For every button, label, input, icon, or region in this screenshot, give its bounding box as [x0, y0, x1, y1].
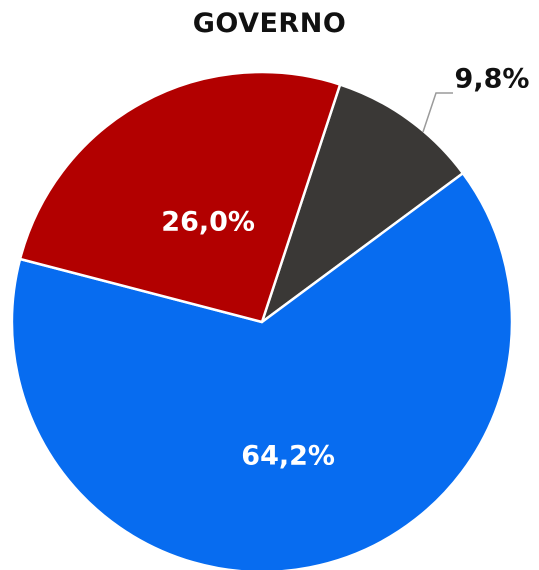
slice-label: 64,2%: [241, 440, 335, 471]
pie-slice: [260, 83, 465, 324]
chart-title: GOVERNO: [192, 8, 347, 39]
pie-slice: [18, 70, 342, 324]
pie-labels: 9,8% 64,2% 26,0%: [161, 64, 529, 472]
slice-label: 9,8%: [455, 64, 530, 95]
pie-slice: [10, 171, 514, 570]
leader-line: [422, 92, 453, 133]
slice-label: 26,0%: [161, 207, 255, 238]
pie-slices: [10, 70, 514, 570]
